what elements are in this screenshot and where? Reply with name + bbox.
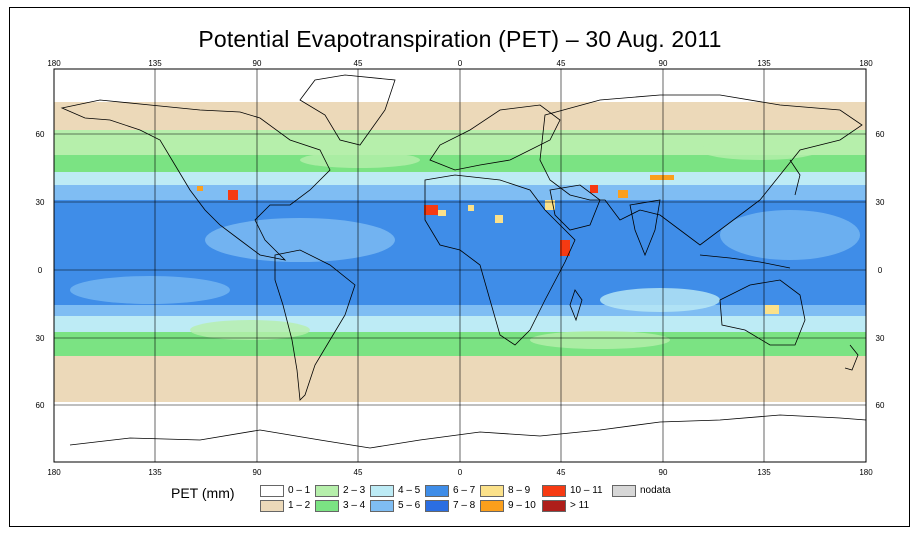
pet-hotspot-australia: [765, 305, 779, 314]
pet-hotspot-sahara: [468, 205, 474, 211]
australia-outline: [719, 279, 806, 346]
lat-tick-left: 30: [36, 334, 45, 343]
legend-label-11: > 11: [570, 500, 589, 511]
lon-tick-top: 90: [253, 59, 262, 68]
legend-label-3: 3 – 4: [343, 500, 366, 511]
lon-tick-top: 45: [557, 59, 566, 68]
lat-tick-left: 60: [36, 130, 45, 139]
lon-tick-top: 180: [47, 59, 61, 68]
lon-tick-bottom: 90: [253, 468, 262, 477]
legend-swatch-12: [612, 485, 636, 497]
legend-label-5: 5 – 6: [398, 500, 421, 511]
lon-tick-bottom: 45: [557, 468, 566, 477]
pet-hotspot-west-africa: [424, 205, 438, 215]
pet-hotspot-central-asia: [650, 175, 674, 180]
japan-outline: [789, 159, 801, 196]
pet-hotspot-iran: [618, 190, 628, 198]
pet-hotspot-persian-gulf: [590, 185, 598, 193]
legend-label-7: 7 – 8: [453, 500, 476, 511]
legend-label-9: 9 – 10: [508, 500, 536, 511]
lon-tick-bottom: 45: [354, 468, 363, 477]
legend-label-10: 10 – 11: [570, 485, 603, 496]
pet-patch: [600, 288, 720, 312]
legend-swatch-11: [542, 500, 566, 512]
pet-hotspot-north-america: [197, 186, 203, 191]
lon-tick-top: 180: [859, 59, 873, 68]
legend-label-6: 6 – 7: [453, 485, 476, 496]
lon-tick-bottom: 135: [757, 468, 771, 477]
legend-swatch-6: [425, 485, 449, 497]
lon-tick-top: 135: [757, 59, 771, 68]
new-zealand-outline: [844, 344, 859, 371]
lat-tick-right: 0: [878, 266, 883, 275]
lon-tick-bottom: 135: [148, 468, 162, 477]
lat-tick-right: 60: [876, 130, 885, 139]
north-america-outline: [60, 99, 331, 261]
legend-swatch-4: [370, 485, 394, 497]
antarctica-outline: [69, 414, 866, 449]
pet-patch: [70, 276, 230, 304]
lon-tick-top: 0: [458, 59, 463, 68]
legend-swatch-3: [315, 500, 339, 512]
lat-tick-left: 30: [36, 198, 45, 207]
pet-hotspot-sahara: [495, 215, 503, 223]
legend-label-4: 4 – 5: [398, 485, 421, 496]
madagascar-outline: [569, 289, 583, 322]
legend-label-0: 0 – 1: [288, 485, 311, 496]
legend-label-2: 2 – 3: [343, 485, 366, 496]
arabia-outline: [549, 184, 601, 231]
coastlines: [60, 74, 866, 449]
india-outline: [629, 199, 661, 257]
pet-hotspot-north-america: [228, 190, 238, 200]
legend-label-8: 8 – 9: [508, 485, 531, 496]
lat-tick-right: 30: [876, 198, 885, 207]
lon-tick-bottom: 0: [458, 468, 463, 477]
lon-tick-bottom: 180: [859, 468, 873, 477]
map-title: Potential Evapotranspiration (PET) – 30 …: [198, 26, 722, 52]
pet-patch: [720, 210, 860, 260]
europe-outline: [429, 104, 561, 171]
legend-swatch-10: [542, 485, 566, 497]
pet-patch: [190, 320, 310, 340]
pet-hotspot-arabia: [545, 200, 555, 210]
pet-hotspot-sahara: [438, 210, 446, 216]
legend-swatch-0: [260, 485, 284, 497]
lat-tick-left: 60: [36, 401, 45, 410]
legend-title: PET (mm): [171, 485, 235, 501]
pet-patch: [205, 218, 395, 262]
south-america-outline: [274, 249, 356, 401]
legend-label-12: nodata: [640, 485, 671, 496]
greenland-outline: [299, 74, 396, 146]
legend-swatch-1: [260, 500, 284, 512]
lon-tick-top: 90: [659, 59, 668, 68]
legend-swatch-9: [480, 500, 504, 512]
lon-tick-bottom: 90: [659, 468, 668, 477]
legend-swatch-7: [425, 500, 449, 512]
lat-tick-right: 60: [876, 401, 885, 410]
pet-hotspot-horn-of-africa: [560, 240, 570, 256]
pet-patch: [300, 152, 420, 168]
pet-patch: [530, 331, 670, 349]
legend-label-1: 1 – 2: [288, 500, 311, 511]
africa-outline: [424, 174, 576, 346]
lat-tick-left: 0: [38, 266, 43, 275]
lat-tick-right: 30: [876, 334, 885, 343]
map-border: [53, 68, 867, 463]
graticule: [54, 69, 866, 462]
indonesia-outline: [699, 254, 791, 269]
legend-swatch-8: [480, 485, 504, 497]
lon-tick-top: 45: [354, 59, 363, 68]
lon-tick-top: 135: [148, 59, 162, 68]
asia-outline: [539, 94, 863, 246]
legend-swatch-5: [370, 500, 394, 512]
lon-tick-bottom: 180: [47, 468, 61, 477]
pet-patch: [700, 140, 820, 160]
legend-swatch-2: [315, 485, 339, 497]
